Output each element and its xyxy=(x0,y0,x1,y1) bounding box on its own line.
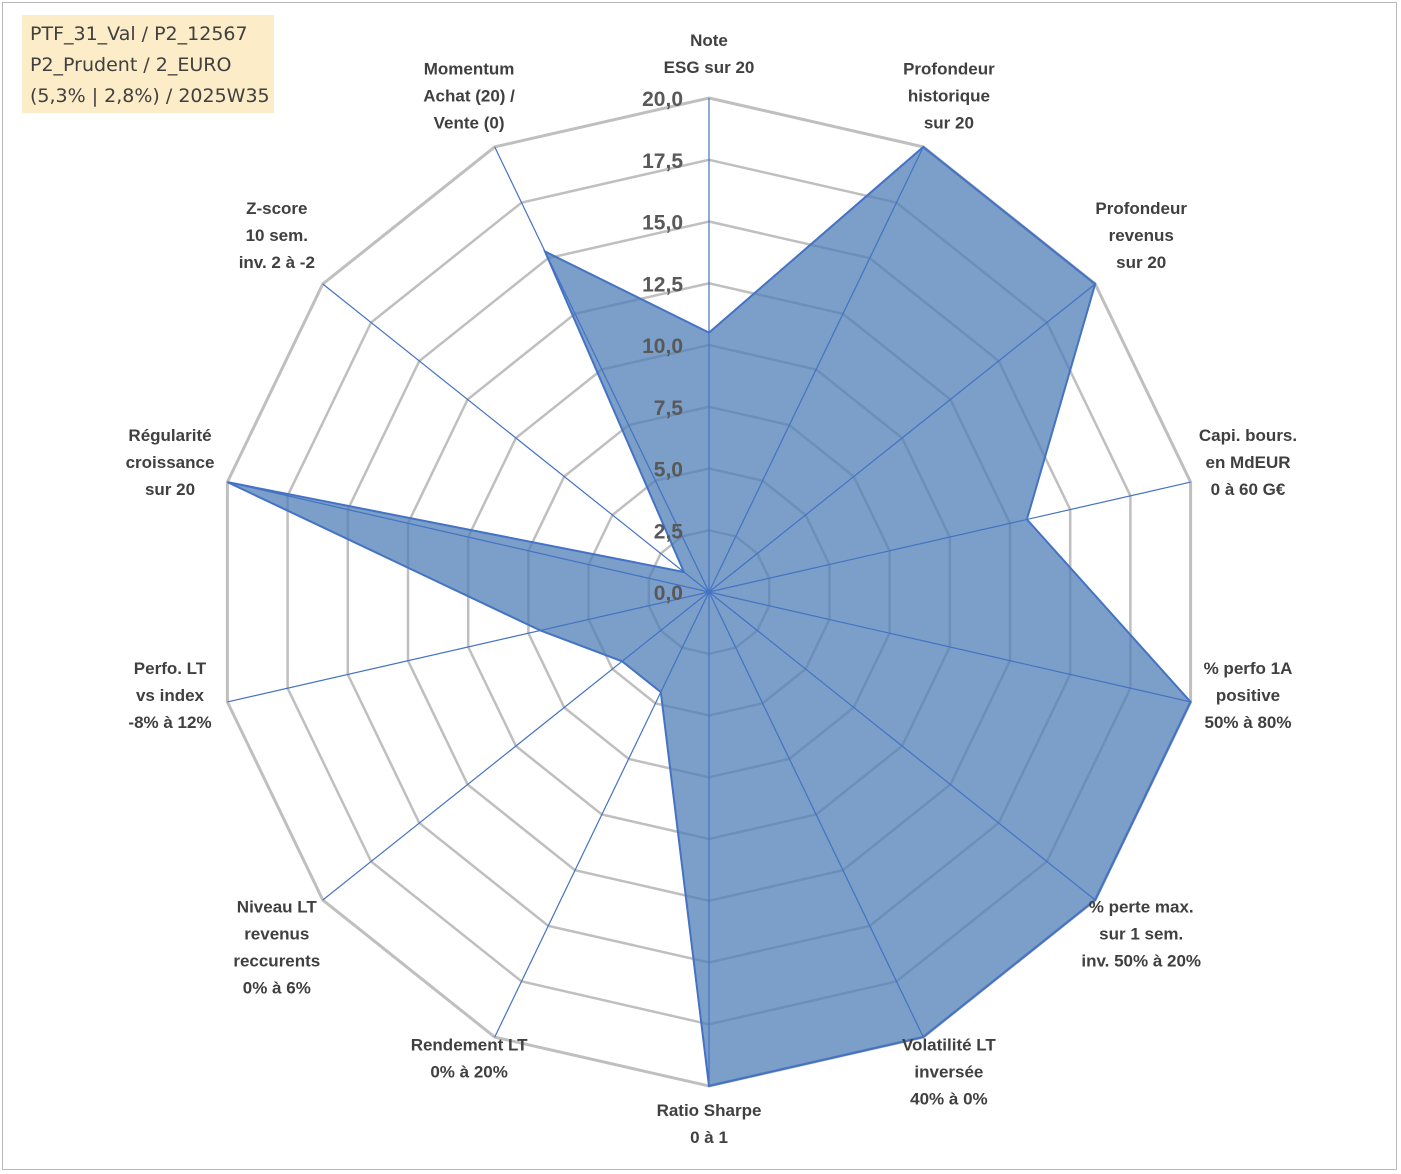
radar-axis-labels: Note ESG sur 20 Profondeur historique sur 20… xyxy=(126,31,1298,1147)
axis-label-13-line-1: Achat (20) / xyxy=(423,87,515,106)
axis-label-7-line-0: Ratio Sharpe xyxy=(657,1101,762,1120)
axis-label-11-line-1: croissance xyxy=(126,453,215,472)
axis-label-0-line-1: ESG sur 20 xyxy=(664,58,755,77)
axis-label-9-line-1: revenus xyxy=(244,925,309,944)
axis-label-5: % perte max. sur 1 sem. inv. 50% à 20% xyxy=(1081,898,1201,971)
axis-label-9-line-3: 0% à 6% xyxy=(243,979,311,998)
axis-spoke-1 xyxy=(708,146,924,593)
axis-label-6-line-1: inversée xyxy=(914,1063,983,1082)
axis-label-2: Profondeur revenus sur 20 xyxy=(1095,199,1187,272)
radar-tick-labels: 0,0 2,5 5,0 7,5 10,0 12,5 15,0 17,5 20,0 xyxy=(642,88,683,605)
axis-spoke-3 xyxy=(708,481,1191,593)
axis-label-13-line-0: Momentum xyxy=(424,60,515,79)
axis-label-13: Momentum Achat (20) / Vente (0) xyxy=(423,60,515,133)
info-line-performance: (5,3% | 2,8%) / 2025W35 xyxy=(30,85,270,107)
axis-label-10-line-1: vs index xyxy=(136,686,205,705)
axis-label-5-line-1: sur 1 sem. xyxy=(1099,925,1183,944)
radar-spokes xyxy=(227,98,1191,1086)
axis-label-8: Rendement LT 0% à 20% xyxy=(411,1036,528,1082)
axis-label-8-line-1: 0% à 20% xyxy=(430,1063,508,1082)
axis-label-12-line-0: Z-score xyxy=(246,199,307,218)
axis-label-10-line-2: -8% à 12% xyxy=(128,713,211,732)
axis-label-1-line-1: historique xyxy=(908,87,990,106)
axis-spoke-4 xyxy=(708,591,1191,703)
axis-label-10-line-0: Perfo. LT xyxy=(134,659,207,678)
tick-label-3: 7,5 xyxy=(654,397,684,420)
tick-label-6: 15,0 xyxy=(642,212,683,235)
axis-spoke-5 xyxy=(708,591,1096,901)
axis-label-6: Volatilité LT inversée 40% à 0% xyxy=(902,1036,996,1109)
axis-label-11: Régularité croissance sur 20 xyxy=(126,426,215,499)
axis-label-7: Ratio Sharpe 0 à 1 xyxy=(657,1101,762,1147)
axis-label-4-line-2: 50% à 80% xyxy=(1205,713,1292,732)
axis-label-3-line-2: 0 à 60 G€ xyxy=(1211,480,1286,499)
axis-label-3-line-1: en MdEUR xyxy=(1206,453,1291,472)
axis-label-11-line-0: Régularité xyxy=(128,426,211,445)
axis-label-6-line-2: 40% à 0% xyxy=(910,1090,988,1109)
info-line-profile: P2_Prudent / 2_EURO xyxy=(30,54,232,76)
axis-spoke-11 xyxy=(227,481,710,593)
axis-label-4: % perfo 1A positive 50% à 80% xyxy=(1204,659,1293,732)
tick-label-8: 20,0 xyxy=(642,88,683,111)
axis-label-6-line-0: Volatilité LT xyxy=(902,1036,996,1055)
axis-label-11-line-2: sur 20 xyxy=(145,480,195,499)
axis-label-9-line-2: reccurents xyxy=(233,952,320,971)
axis-spoke-9 xyxy=(322,591,710,901)
axis-label-1: Profondeur historique sur 20 xyxy=(903,60,995,133)
axis-label-3: Capi. bours. en MdEUR 0 à 60 G€ xyxy=(1199,426,1297,499)
axis-spoke-10 xyxy=(227,591,710,703)
axis-label-1-line-0: Profondeur xyxy=(903,60,995,79)
axis-spoke-8 xyxy=(494,591,710,1038)
axis-label-5-line-0: % perte max. xyxy=(1089,898,1194,917)
axis-label-0-line-0: Note xyxy=(690,31,728,50)
axis-label-9-line-0: Niveau LT xyxy=(237,898,318,917)
axis-label-12: Z-score 10 sem. inv. 2 à -2 xyxy=(239,199,315,272)
axis-label-4-line-1: positive xyxy=(1216,686,1280,705)
axis-label-2-line-2: sur 20 xyxy=(1116,253,1166,272)
axis-label-10: Perfo. LT vs index -8% à 12% xyxy=(128,659,211,732)
tick-label-0: 0,0 xyxy=(654,582,683,605)
axis-label-5-line-2: inv. 50% à 20% xyxy=(1081,952,1201,971)
tick-label-7: 17,5 xyxy=(642,150,683,173)
axis-label-13-line-2: Vente (0) xyxy=(434,114,505,133)
axis-label-12-line-1: 10 sem. xyxy=(246,226,308,245)
portfolio-info-box: PTF_31_Val / P2_12567 P2_Prudent / 2_EUR… xyxy=(22,15,274,113)
axis-label-4-line-0: % perfo 1A xyxy=(1204,659,1293,678)
axis-spoke-13 xyxy=(494,146,710,593)
axis-label-9: Niveau LT revenus reccurents 0% à 6% xyxy=(233,898,320,998)
tick-label-1: 2,5 xyxy=(654,520,684,543)
axis-label-8-line-0: Rendement LT xyxy=(411,1036,528,1055)
tick-label-4: 10,0 xyxy=(642,335,683,358)
axis-spoke-6 xyxy=(708,591,924,1038)
axis-label-12-line-2: inv. 2 à -2 xyxy=(239,253,315,272)
axis-label-2-line-1: revenus xyxy=(1109,226,1174,245)
tick-label-5: 12,5 xyxy=(642,273,683,296)
info-line-portfolio: PTF_31_Val / P2_12567 xyxy=(30,23,248,45)
axis-label-0: Note ESG sur 20 xyxy=(664,31,755,77)
axis-spoke-2 xyxy=(708,283,1096,593)
axis-label-2-line-0: Profondeur xyxy=(1095,199,1187,218)
tick-label-2: 5,0 xyxy=(654,459,683,482)
axis-spoke-12 xyxy=(322,283,710,593)
axis-label-1-line-2: sur 20 xyxy=(924,114,974,133)
axis-label-3-line-0: Capi. bours. xyxy=(1199,426,1297,445)
axis-label-7-line-1: 0 à 1 xyxy=(690,1128,728,1147)
